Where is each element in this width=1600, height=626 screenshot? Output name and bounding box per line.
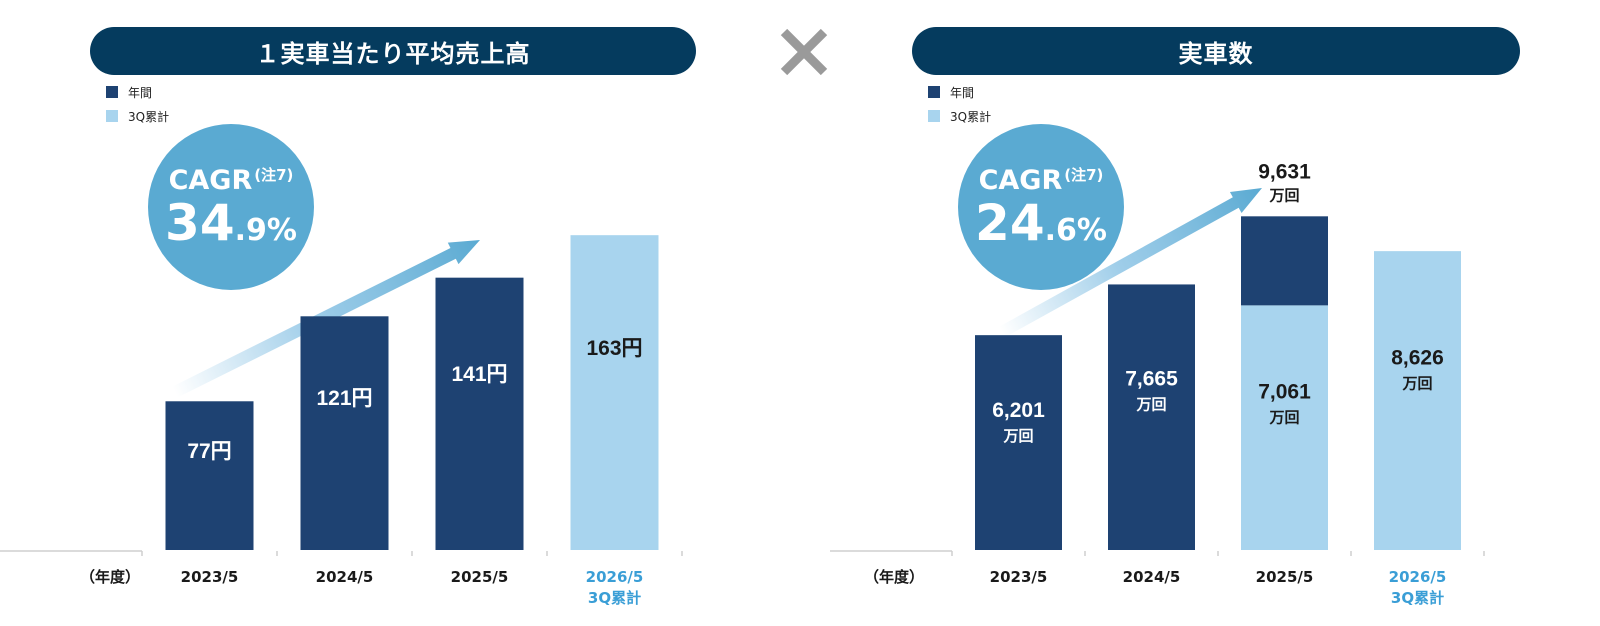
bar-data-unit: 万回 <box>1002 427 1033 445</box>
bar-data-unit: 万回 <box>1268 408 1299 426</box>
legend-label-annual: 年間 <box>950 85 975 100</box>
legend-label-cumulative: 3Q累計 <box>950 109 992 124</box>
bar-data-label: 163円 <box>586 337 642 360</box>
legend-item-annual: 年間 <box>106 80 169 104</box>
x-tick-label: 2025/5 <box>1256 568 1314 586</box>
x-tick-label: 2024/5 <box>316 568 374 586</box>
multiply-icon <box>780 28 828 76</box>
x-tick-label: 2025/5 <box>451 568 509 586</box>
cagr-label: CAGR <box>978 165 1063 196</box>
legend-swatch-cumulative <box>106 110 118 122</box>
bar-data-label: 7,665 <box>1125 367 1178 390</box>
left-panel: １実車当たり平均売上高 年間 3Q累計 （年度） 77円 2023/5 121円 202… <box>0 0 760 626</box>
right-bar-chart: （年度） 6,201 万回 2023/5 7,665 万回 2024/5 7,061 万回 9,6… <box>830 160 1485 607</box>
right-legend: 年間 3Q累計 <box>928 80 991 128</box>
x-tick-label: 2024/5 <box>1123 568 1181 586</box>
cagr-value-dec: .6% <box>1044 213 1107 248</box>
x-tick-label: 2023/5 <box>990 568 1048 586</box>
cagr-value-dec: .9% <box>234 213 297 248</box>
bar-data-label: 7,061 <box>1258 380 1311 403</box>
bar-annual <box>1108 284 1195 550</box>
bar-data-unit: 万回 <box>1135 395 1166 413</box>
bar-data-label: 121円 <box>316 387 372 410</box>
x-tick-label: 2026/5 <box>586 568 644 586</box>
x-axis-title: （年度） <box>80 568 140 586</box>
bar-annual <box>1241 216 1328 306</box>
bar-annual <box>300 316 389 550</box>
legend-label-annual: 年間 <box>128 85 153 100</box>
x-tick-label: 2026/5 <box>1389 568 1447 586</box>
bar-data-label: 141円 <box>451 363 507 386</box>
bar-total-label: 9,631 <box>1258 160 1311 183</box>
right-panel: 実車数 年間 3Q累計 （年度） 6,201 万回 2023/5 7,665 万回 2024… <box>830 0 1600 626</box>
bar-annual <box>975 335 1062 550</box>
cagr-value-int: 34 <box>165 194 235 252</box>
cagr-label: CAGR <box>168 165 253 196</box>
x-tick-label: 3Q累計 <box>1391 589 1444 607</box>
legend-item-cumulative: 3Q累計 <box>928 104 991 128</box>
left-legend: 年間 3Q累計 <box>106 80 169 128</box>
bar-data-label: 77円 <box>187 440 231 463</box>
legend-label-cumulative: 3Q累計 <box>128 109 170 124</box>
bar-cumulative <box>1241 305 1328 550</box>
x-axis-title: （年度） <box>864 568 924 586</box>
x-tick-label: 2023/5 <box>181 568 239 586</box>
bar-cumulative <box>1374 251 1461 551</box>
bar-data-label: 8,626 <box>1391 347 1444 370</box>
growth-arrow <box>999 188 1262 338</box>
bar-total-unit: 万回 <box>1268 186 1299 204</box>
bar-cumulative <box>570 235 659 551</box>
left-cagr-badge: CAGR (注7) 34.9% <box>148 124 314 290</box>
legend-swatch-cumulative <box>928 110 940 122</box>
cagr-note: (注7) <box>254 166 294 184</box>
legend-swatch-annual <box>106 86 118 98</box>
cagr-value-int: 24 <box>975 194 1045 252</box>
bar-annual <box>435 277 524 550</box>
bar-data-unit: 万回 <box>1401 375 1432 393</box>
right-cagr-badge: CAGR (注7) 24.6% <box>958 124 1124 290</box>
left-panel-title: １実車当たり平均売上高 <box>90 27 696 75</box>
legend-swatch-annual <box>928 86 940 98</box>
left-bar-chart: （年度） 77円 2023/5 121円 2024/5 141円 2025/5 163円 202… <box>0 235 683 607</box>
bar-data-label: 6,201 <box>992 399 1045 422</box>
legend-item-annual: 年間 <box>928 80 991 104</box>
x-tick-label: 3Q累計 <box>588 589 641 607</box>
bar-annual <box>165 401 254 550</box>
growth-arrow-shape <box>999 188 1262 338</box>
cagr-note: (注7) <box>1064 166 1104 184</box>
right-panel-title: 実車数 <box>912 27 1520 75</box>
legend-item-cumulative: 3Q累計 <box>106 104 169 128</box>
